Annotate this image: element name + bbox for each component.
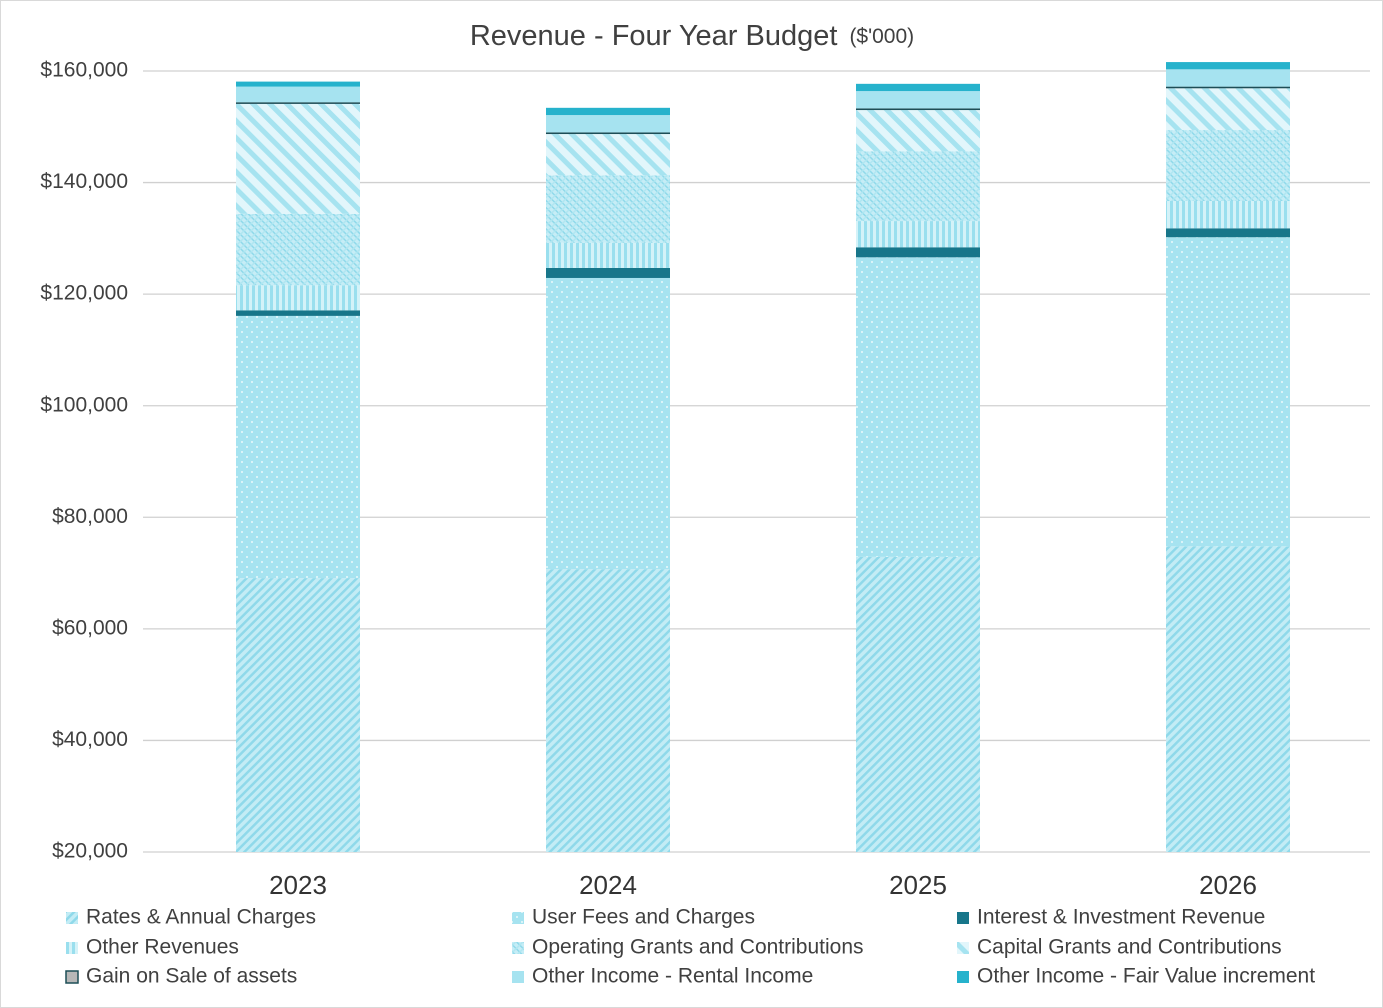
- y-tick-label: $20,000: [52, 840, 128, 863]
- bar-segment: [1166, 546, 1290, 852]
- legend-label: Interest & Investment Revenue: [977, 906, 1265, 929]
- title: Revenue - Four Year Budget: [470, 20, 838, 52]
- bar-segment: [1166, 88, 1290, 131]
- bar-segment: [546, 134, 670, 176]
- legend-label: Other Income - Fair Value increment: [977, 965, 1315, 988]
- bar-segment: [856, 83, 980, 92]
- bar-segment: [546, 277, 670, 570]
- legend-swatch: [512, 942, 524, 954]
- y-tick-label: $140,000: [40, 170, 128, 193]
- bar-segment: [856, 247, 980, 258]
- bar-segment: [856, 91, 980, 109]
- subtitle: ($'000): [849, 25, 914, 48]
- legend-label: Other Revenues: [86, 936, 239, 959]
- legend-label: Gain on Sale of assets: [86, 965, 297, 988]
- bar-segment: [546, 115, 670, 133]
- y-tick-label: $40,000: [52, 728, 128, 751]
- x-tick-label: 2023: [269, 870, 327, 900]
- legend-swatch: [957, 912, 969, 924]
- bar-segment: [856, 257, 980, 557]
- bar-segment: [236, 103, 360, 214]
- legend-label: User Fees and Charges: [532, 906, 755, 929]
- x-tick-label: 2026: [1199, 870, 1257, 900]
- bar-segment: [236, 102, 360, 104]
- bar-segment: [856, 110, 980, 152]
- bar-segment: [1166, 86, 1290, 89]
- chart-title: Revenue - Four Year Budget ($'000): [470, 20, 914, 52]
- bar-segment: [546, 267, 670, 278]
- bar-segment: [856, 108, 980, 111]
- bars: [236, 62, 1290, 852]
- bar-segment: [236, 310, 360, 316]
- y-tick-label: $160,000: [40, 59, 128, 82]
- bar-segment: [236, 578, 360, 852]
- y-tick-label: $60,000: [52, 616, 128, 639]
- bar-segment: [1166, 69, 1290, 87]
- legend-label: Rates & Annual Charges: [86, 906, 316, 929]
- bar-segment: [236, 315, 360, 579]
- x-tick-label: 2024: [579, 870, 637, 900]
- bar-segment: [546, 175, 670, 243]
- bar-segment: [546, 107, 670, 116]
- y-tick-label: $120,000: [40, 282, 128, 305]
- bar-segment: [1166, 200, 1290, 229]
- x-tick-label: 2025: [889, 870, 947, 900]
- bar-segment: [546, 242, 670, 268]
- bar-segment: [856, 221, 980, 248]
- bar-segment: [236, 213, 360, 286]
- bar-segment: [546, 569, 670, 852]
- legend-swatch: [512, 971, 524, 983]
- legend-label: Capital Grants and Contributions: [977, 936, 1282, 959]
- legend-swatch: [66, 912, 78, 924]
- legend-swatch: [65, 970, 79, 984]
- legend-swatch: [512, 912, 524, 924]
- legend-label: Other Income - Rental Income: [532, 965, 813, 988]
- y-tick-label: $100,000: [40, 393, 128, 416]
- bar-segment: [856, 151, 980, 222]
- bar-segment: [236, 86, 360, 103]
- legend-swatch: [957, 971, 969, 983]
- y-tick-label: $80,000: [52, 505, 128, 528]
- bar-segment: [546, 132, 670, 135]
- bar-segment: [236, 81, 360, 87]
- bar-segment: [236, 285, 360, 311]
- bar-segment: [1166, 237, 1290, 547]
- bar-segment: [1166, 62, 1290, 70]
- legend-label: Operating Grants and Contributions: [532, 936, 864, 959]
- legend-swatch: [957, 942, 969, 954]
- legend-swatch: [66, 942, 78, 954]
- bar-segment: [1166, 228, 1290, 238]
- bar-segment: [856, 556, 980, 852]
- bar-segment: [1166, 130, 1290, 201]
